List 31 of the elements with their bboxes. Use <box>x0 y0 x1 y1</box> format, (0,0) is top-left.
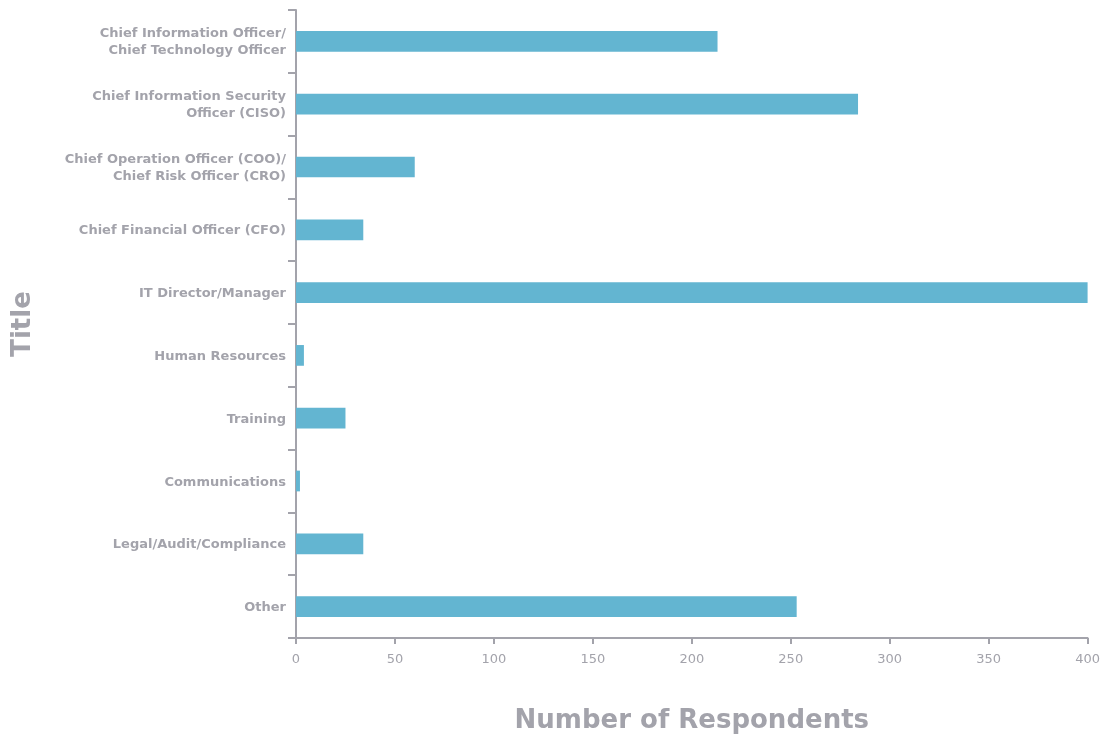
bar <box>296 156 415 178</box>
bar <box>296 345 304 366</box>
x-tick-label: 100 <box>481 651 507 666</box>
x-axis-title: Number of Respondents <box>514 704 870 734</box>
y-tick-label: Human Resources <box>154 347 287 363</box>
x-tick-label: 200 <box>679 651 705 666</box>
bar <box>296 470 300 492</box>
bar <box>296 596 797 617</box>
y-tick-label: Chief Operation Officer (COO)/ Chief Risk Officer (CRO) <box>64 151 287 183</box>
y-axis-title: Title <box>6 291 36 357</box>
y-tick-label: Other <box>244 599 287 615</box>
bar <box>296 93 859 115</box>
x-tick-label: 250 <box>778 651 804 666</box>
bar <box>296 533 364 555</box>
y-tick-label: Chief Financial Officer (CFO) <box>78 222 286 238</box>
x-tick-label: 350 <box>976 651 1002 666</box>
bar <box>296 282 1088 303</box>
y-tick-label: Chief Information Officer/ Chief Technology Officer <box>99 25 287 58</box>
y-tick-label: Communications <box>164 473 287 489</box>
x-tick-label: 150 <box>580 651 606 666</box>
bar <box>296 31 718 52</box>
bar <box>296 407 346 429</box>
x-tick-label: 50 <box>386 651 404 666</box>
y-tick-label: IT Director/Manager <box>139 285 287 301</box>
x-tick-label: 0 <box>291 651 301 666</box>
y-tick-label: Chief Information Security Officer (CISO) <box>92 88 287 121</box>
y-tick-label: Legal/Audit/Compliance <box>112 536 287 552</box>
bar <box>296 219 364 241</box>
x-tick-label: 400 <box>1075 651 1101 666</box>
y-tick-label: Training <box>226 410 286 426</box>
x-tick-label: 300 <box>877 651 903 666</box>
